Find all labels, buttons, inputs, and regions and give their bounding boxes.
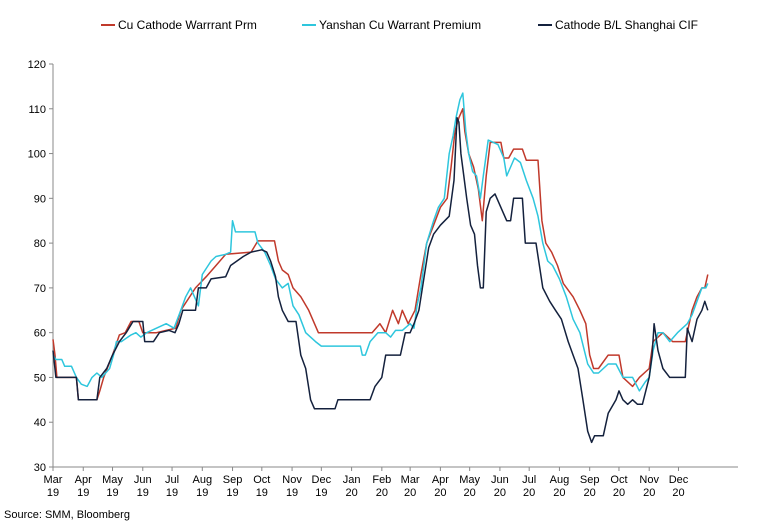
x-tick-label-month: Mar <box>401 474 420 486</box>
x-tick-label-year: 19 <box>196 487 208 499</box>
x-tick-label-month: Jun <box>134 474 152 486</box>
series-line-1 <box>52 92 709 392</box>
x-tick-label-year: 20 <box>494 487 506 499</box>
x-tick-label-month: Apr <box>432 474 449 486</box>
x-tick-label-year: 20 <box>672 487 684 499</box>
x-tick-label-year: 19 <box>106 487 118 499</box>
y-tick-label: 90 <box>34 193 46 205</box>
x-tick-label-month: Apr <box>75 474 92 486</box>
legend-item-yanshan: Yanshan Cu Warrant Premium <box>302 18 481 32</box>
legend-label-cathode-bl: Cathode B/L Shanghai CIF <box>555 18 698 32</box>
x-tick-label-year: 20 <box>613 487 625 499</box>
x-tick-label-year: 19 <box>77 487 89 499</box>
source-note: Source: SMM, Bloomberg <box>4 509 130 521</box>
y-tick-label: 110 <box>28 104 46 116</box>
x-tick-label-year: 19 <box>166 487 178 499</box>
y-tick-label: 30 <box>34 462 46 474</box>
x-tick-label-year: 19 <box>286 487 298 499</box>
y-axis: 30 40 50 60 70 80 90 100 110 120 <box>28 59 54 474</box>
x-tick-label-year: 20 <box>643 487 655 499</box>
y-tick-label: 40 <box>34 417 46 429</box>
legend-swatch-yanshan <box>302 24 316 26</box>
y-tick-label: 50 <box>34 372 46 384</box>
y-tick-label: 120 <box>28 59 46 71</box>
x-tick-label-month: May <box>459 474 480 486</box>
x-tick-label-year: 20 <box>584 487 596 499</box>
x-tick-label-month: Nov <box>282 474 302 486</box>
x-tick-label-month: Nov <box>639 474 659 486</box>
x-tick-label-month: Dec <box>669 474 689 486</box>
y-tick-label: 80 <box>34 238 46 250</box>
x-tick-label-year: 19 <box>315 487 327 499</box>
x-tick-label-year: 20 <box>376 487 388 499</box>
x-tick-label-year: 19 <box>137 487 149 499</box>
series-line-2 <box>52 116 709 444</box>
legend-swatch-cathode-bl <box>538 24 552 26</box>
x-tick-label-month: Jan <box>343 474 361 486</box>
series-line-0 <box>52 108 709 401</box>
legend-label-yanshan: Yanshan Cu Warrant Premium <box>319 18 482 32</box>
x-tick-label-month: Aug <box>550 474 570 486</box>
x-tick-label-month: Jul <box>165 474 179 486</box>
x-tick-label-year: 20 <box>553 487 565 499</box>
x-tick-label-month: Aug <box>193 474 213 486</box>
x-tick-label-month: Sep <box>223 474 243 486</box>
x-tick-label-year: 20 <box>434 487 446 499</box>
x-tick-label-year: 20 <box>523 487 535 499</box>
x-tick-label-month: Jul <box>522 474 536 486</box>
y-tick-label: 60 <box>34 328 46 340</box>
x-tick-label-month: Oct <box>253 474 270 486</box>
x-tick-label-month: Dec <box>312 474 332 486</box>
x-tick-label-month: Oct <box>610 474 627 486</box>
x-tick-label-month: May <box>102 474 123 486</box>
legend: Cu Cathode Warrrant Prm Yanshan Cu Warra… <box>0 18 770 38</box>
x-tick-label-month: Sep <box>580 474 600 486</box>
x-tick-label-year: 19 <box>256 487 268 499</box>
legend-swatch-cu-cathode <box>101 24 115 26</box>
legend-item-cathode-bl: Cathode B/L Shanghai CIF <box>538 18 698 32</box>
legend-label-cu-cathode: Cu Cathode Warrrant Prm <box>118 18 257 32</box>
x-tick-label-month: Feb <box>372 474 391 486</box>
x-tick-label-year: 19 <box>47 487 59 499</box>
x-tick-label-year: 20 <box>404 487 416 499</box>
plot-lines <box>52 92 709 444</box>
x-tick-label-month: Mar <box>44 474 63 486</box>
x-tick-label-year: 20 <box>345 487 357 499</box>
y-tick-label: 70 <box>34 283 46 295</box>
x-axis: Mar19Apr19May19Jun19Jul19Aug19Sep19Oct19… <box>44 466 738 499</box>
x-tick-label-month: Jun <box>491 474 509 486</box>
y-tick-label: 100 <box>28 149 46 161</box>
x-tick-label-year: 20 <box>464 487 476 499</box>
legend-item-cu-cathode: Cu Cathode Warrrant Prm <box>101 18 257 32</box>
x-tick-label-year: 19 <box>226 487 238 499</box>
